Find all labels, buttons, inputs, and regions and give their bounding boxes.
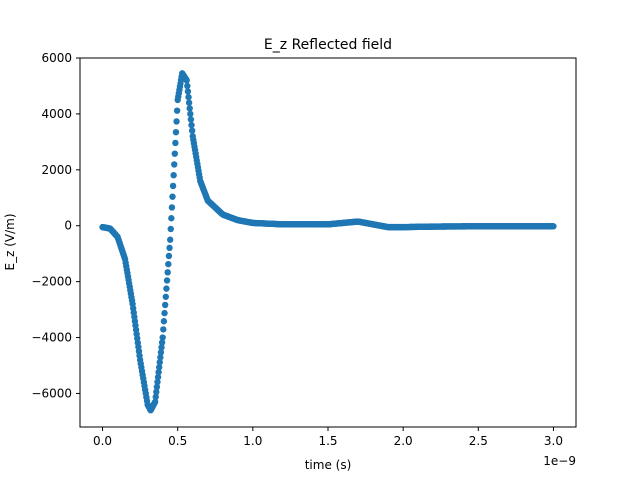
x-tick-label: 1.0 <box>243 434 262 448</box>
data-point <box>171 161 178 168</box>
data-point <box>151 398 159 406</box>
x-tick-label: 3.0 <box>544 434 563 448</box>
data-point <box>173 118 180 125</box>
data-point <box>158 339 166 346</box>
data-point <box>153 383 161 391</box>
data-point <box>160 326 167 333</box>
data-point <box>161 301 169 309</box>
data-point <box>184 82 191 90</box>
data-point <box>172 139 179 147</box>
data-point <box>188 121 195 129</box>
y-tick-label: −6000 <box>31 386 72 400</box>
data-point <box>153 388 160 396</box>
x-axis-label: time (s) <box>305 458 352 472</box>
data-point <box>185 93 192 101</box>
data-point <box>550 223 557 230</box>
data-point <box>185 99 193 106</box>
x-axis: 0.0 0.5 1.0 1.5 2.0 2.5 3.0 <box>93 427 563 448</box>
data-point <box>152 393 159 401</box>
y-tick-label: −2000 <box>31 275 72 289</box>
data-point <box>187 116 195 123</box>
data-point <box>155 364 163 371</box>
data-point <box>157 354 164 361</box>
data-point <box>168 204 176 211</box>
data-point <box>166 236 174 243</box>
x-tick-label: 1.5 <box>318 434 337 448</box>
y-tick-label: 4000 <box>41 107 72 121</box>
x-tick-label: 0.0 <box>93 434 112 448</box>
data-point <box>163 285 170 292</box>
data-point <box>169 182 177 190</box>
data-point <box>188 127 196 134</box>
data-point <box>165 252 173 260</box>
x-tick-label: 2.5 <box>469 434 488 448</box>
x-axis-offset-text: 1e−9 <box>543 454 576 468</box>
data-point <box>157 349 165 356</box>
y-tick-label: 6000 <box>41 51 72 65</box>
data-point <box>154 378 161 386</box>
data-point <box>155 368 162 376</box>
data-point <box>164 269 171 276</box>
data-point <box>154 373 162 381</box>
data-point <box>168 215 175 222</box>
x-tick-label: 2.0 <box>394 434 413 448</box>
plot-area <box>99 70 557 414</box>
data-point <box>187 110 194 118</box>
y-tick-label: −4000 <box>31 331 72 345</box>
chart-title: E_z Reflected field <box>264 37 392 53</box>
y-axis-label: E_z (V/m) <box>3 214 17 271</box>
data-point <box>165 260 172 268</box>
data-point <box>159 334 166 341</box>
data-point <box>183 77 190 84</box>
data-point <box>166 244 173 252</box>
data-point <box>171 150 179 157</box>
data-point <box>163 277 171 284</box>
data-point <box>172 128 180 136</box>
data-point <box>160 318 168 325</box>
data-point <box>169 193 176 200</box>
data-point <box>170 171 177 179</box>
data-point <box>167 225 174 233</box>
x-tick-label: 0.5 <box>168 434 187 448</box>
y-axis: −6000 −4000 −2000 0 2000 4000 6000 <box>31 51 80 400</box>
data-point <box>156 359 163 366</box>
data-point <box>158 344 165 351</box>
data-point <box>161 309 168 317</box>
y-tick-label: 2000 <box>41 163 72 177</box>
y-tick-label: 0 <box>64 219 72 233</box>
data-point <box>173 107 181 114</box>
data-point <box>186 105 193 112</box>
data-point <box>162 293 169 300</box>
data-point <box>184 88 192 95</box>
